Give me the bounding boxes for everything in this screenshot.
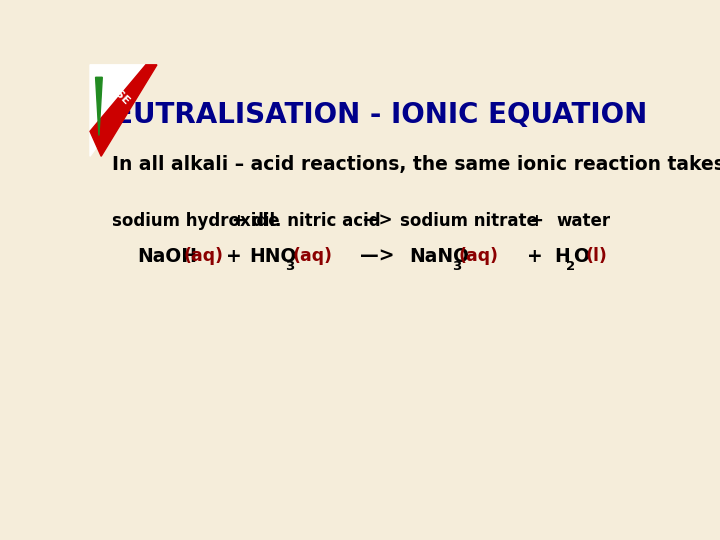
Polygon shape (90, 65, 157, 156)
Text: (l): (l) (585, 247, 608, 265)
Text: +: + (528, 247, 543, 266)
Text: In all alkali – acid reactions, the same ionic reaction takes place…: In all alkali – acid reactions, the same… (112, 155, 720, 174)
Text: NaOH: NaOH (138, 247, 197, 266)
Text: GCSE: GCSE (102, 77, 132, 107)
Text: —>: —> (360, 247, 395, 266)
Text: (aq): (aq) (184, 247, 224, 265)
Text: HNO: HNO (250, 247, 297, 266)
Text: NEUTRALISATION - IONIC EQUATION: NEUTRALISATION - IONIC EQUATION (91, 100, 647, 129)
Text: +: + (231, 212, 245, 230)
Text: +: + (226, 247, 242, 266)
Text: (aq): (aq) (292, 247, 333, 265)
Polygon shape (96, 77, 102, 136)
Text: (aq): (aq) (459, 247, 499, 265)
Text: sodium nitrate: sodium nitrate (400, 212, 538, 230)
Text: dil. nitric acid: dil. nitric acid (252, 212, 380, 230)
Text: water: water (556, 212, 610, 230)
Text: +: + (529, 212, 544, 230)
Text: 3: 3 (284, 260, 294, 273)
Text: NaNO: NaNO (410, 247, 469, 266)
Text: O: O (572, 247, 588, 266)
Text: H: H (554, 247, 570, 266)
Text: 3: 3 (451, 260, 461, 273)
Text: 2: 2 (566, 260, 575, 273)
Text: sodium hydroxide: sodium hydroxide (112, 212, 280, 230)
Polygon shape (90, 65, 157, 156)
Text: —>: —> (362, 212, 392, 230)
